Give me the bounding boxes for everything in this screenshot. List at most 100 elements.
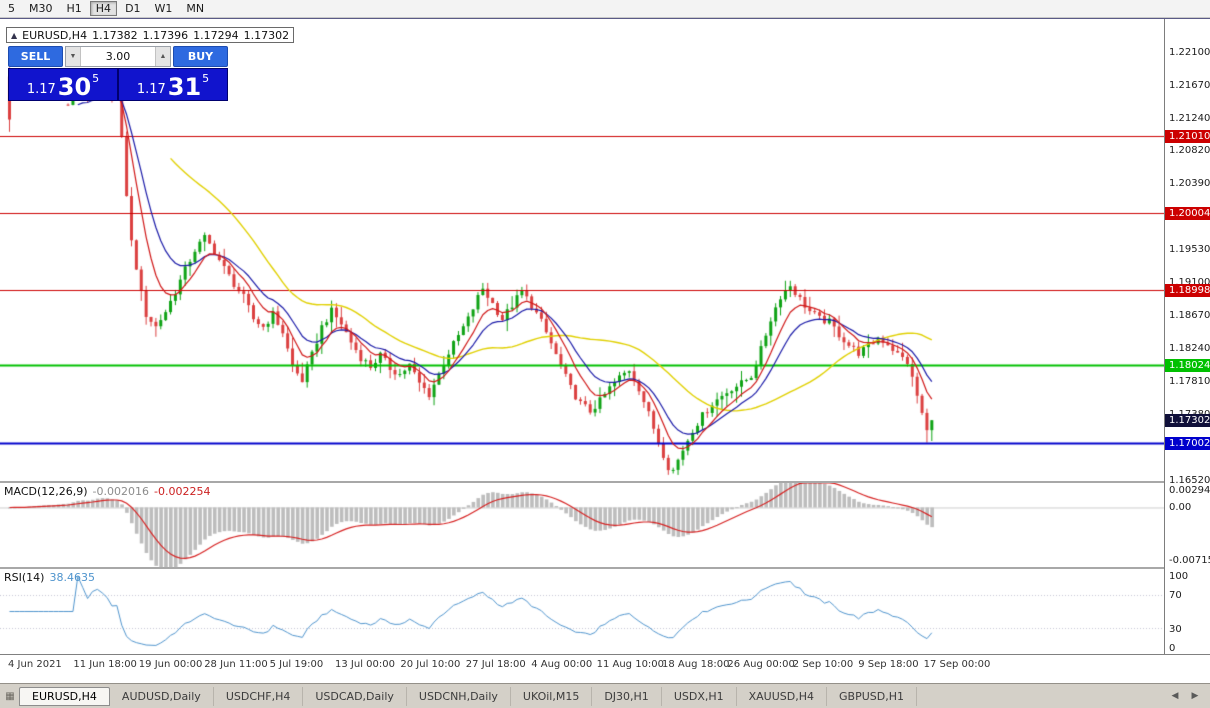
rsi-value: 38.4635 (49, 571, 95, 584)
ask-price-tile[interactable]: 1.17 31 5 (119, 69, 227, 100)
volume-spinner: ▼ 3.00 ▲ (65, 46, 171, 67)
time-axis-label: 4 Aug 00:00 (531, 659, 593, 670)
time-axis-label: 26 Aug 00:00 (727, 659, 795, 670)
chart-tab-dj30[interactable]: DJ30,H1 (592, 686, 662, 706)
ask-price-prefix: 1.17 (136, 82, 166, 98)
chart-tab-eurusd[interactable]: EURUSD,H4 (19, 686, 110, 706)
time-axis-label: 5 Jul 19:00 (269, 659, 324, 670)
price-tick: 1.18670 (1169, 310, 1210, 322)
price-tick: 1.18240 (1169, 343, 1210, 355)
pane-divider[interactable] (0, 481, 1210, 483)
chart-tab-usdchf[interactable]: USDCHF,H4 (214, 686, 304, 706)
price-tick: 1.19530 (1169, 244, 1210, 256)
level-price-label: 1.18998 (1165, 284, 1210, 298)
time-axis-label: 19 Jun 00:00 (138, 659, 203, 670)
price-tick: 1.22100 (1169, 47, 1210, 58)
chart-tab-ukoil[interactable]: UKOil,M15 (511, 686, 593, 706)
price-axis[interactable]: 1.221001.216701.212401.208201.203901.199… (1164, 19, 1210, 654)
level-price-label: 1.21010 (1165, 129, 1210, 143)
one-click-trading-panel: SELL ▼ 3.00 ▲ BUY 1.17 30 5 1.17 31 5 (8, 46, 228, 101)
rsi-pane: RSI(14) 38.4635 (0, 569, 1164, 654)
macd-name: MACD(12,26,9) (4, 485, 88, 498)
time-axis-label: 28 Jun 11:00 (204, 659, 268, 670)
chart-tab-usdcnh[interactable]: USDCNH,Daily (407, 686, 511, 706)
macd-value-signal: -0.002254 (154, 485, 211, 498)
volume-decrease-button[interactable]: ▼ (66, 47, 81, 66)
chart-tab-gbpusd[interactable]: GBPUSD,H1 (827, 686, 917, 706)
ohlc-low: 1.17294 (193, 28, 239, 42)
tab-scroll-right-icon[interactable]: ▶ (1191, 691, 1199, 701)
tabs-holder: EURUSD,H4 AUDUSD,Daily USDCHF,H4 USDCAD,Dai… (19, 686, 917, 706)
rsi-axis-label: 100 (1169, 571, 1189, 582)
price-tick: 1.17810 (1169, 376, 1210, 388)
rsi-axis-label: 0 (1169, 643, 1176, 654)
pane-divider[interactable] (0, 567, 1210, 569)
price-tick: 1.19100 (1169, 277, 1210, 289)
bid-price-prefix: 1.17 (26, 82, 56, 98)
rsi-axis-label: 30 (1169, 623, 1182, 635)
macd-label: MACD(12,26,9) -0.002016 -0.002254 (4, 485, 210, 498)
macd-pane: MACD(12,26,9) -0.002016 -0.002254 (0, 483, 1164, 567)
time-axis-label: 4 Jun 2021 (8, 659, 62, 670)
bid-price-big: 30 (57, 72, 92, 101)
bid-price-tile[interactable]: 1.17 30 5 (9, 69, 117, 100)
chart-tab-xauusd[interactable]: XAUUSD,H4 (737, 686, 828, 706)
chart-tab-bar: ▦ EURUSD,H4 AUDUSD,Daily USDCHF,H4 USDCAD,D… (0, 683, 1210, 708)
timeframe-button-m30[interactable]: M30 (29, 2, 53, 15)
timeframe-button-5[interactable]: 5 (8, 2, 15, 15)
time-axis-label: 11 Aug 10:00 (596, 659, 665, 670)
volume-increase-button[interactable]: ▲ (155, 47, 170, 66)
rsi-label: RSI(14) 38.4635 (4, 571, 95, 584)
chart-title-box: ▲ EURUSD,H4 1.17382 1.17396 1.17294 1.17… (6, 27, 295, 43)
ohlc-open: 1.17382 (92, 28, 138, 42)
price-tick: 1.21240 (1169, 113, 1210, 124)
time-axis-label: 9 Sep 18:00 (858, 659, 919, 670)
chart-tab-usdcad[interactable]: USDCAD,Daily (303, 686, 407, 706)
time-axis-border (0, 654, 1210, 655)
rsi-name: RSI(14) (4, 571, 45, 584)
time-axis-label: 13 Jul 00:00 (335, 659, 395, 670)
chart-tab-usdx[interactable]: USDX,H1 (662, 686, 737, 706)
timeframe-button-h4[interactable]: H4 (89, 1, 118, 16)
macd-axis-label: -0.00715 (1169, 555, 1210, 566)
time-axis-label: 27 Jul 18:00 (465, 659, 526, 670)
chart-tab-audusd[interactable]: AUDUSD,Daily (110, 686, 214, 706)
time-axis: 4 Jun 2021 11 Jun 18:00 19 Jun 00:00 28 Jun… (0, 655, 1210, 683)
price-tick: 1.20390 (1169, 178, 1210, 190)
trend-arrow-icon: ▲ (11, 30, 18, 40)
volume-input[interactable]: 3.00 (105, 50, 131, 63)
macd-canvas[interactable] (0, 483, 1164, 567)
timeframe-button-mn[interactable]: MN (186, 2, 205, 15)
macd-axis-label: 0.00294 (1169, 485, 1210, 496)
buy-button[interactable]: BUY (173, 46, 228, 67)
macd-value-main: -0.002016 (92, 485, 150, 498)
level-price-label: 1.18024 (1165, 358, 1210, 372)
tab-scroll-arrows: ◀ ▶ (1167, 688, 1207, 704)
chart-window-border (0, 18, 1210, 19)
timeframe-button-h1[interactable]: H1 (66, 2, 82, 15)
ohlc-close: 1.17302 (243, 28, 290, 42)
price-chart-pane: ▲ EURUSD,H4 1.17382 1.17396 1.17294 1.17… (0, 19, 1164, 481)
sell-button[interactable]: SELL (8, 46, 63, 67)
current-price-label: 1.17302 (1165, 414, 1210, 428)
ask-price-big: 31 (167, 72, 202, 101)
time-axis-label: 11 Jun 18:00 (73, 659, 137, 670)
time-axis-label: 20 Jul 10:00 (400, 659, 461, 670)
time-axis-label: 17 Sep 00:00 (923, 659, 991, 670)
price-tick: 1.16520 (1169, 475, 1210, 487)
ask-price-sup: 5 (202, 72, 210, 85)
timeframe-button-w1[interactable]: W1 (154, 2, 173, 15)
level-price-label: 1.20004 (1165, 206, 1210, 220)
price-tick: 1.21670 (1169, 80, 1210, 91)
tab-scroll-left-icon[interactable]: ◀ (1171, 691, 1179, 701)
macd-axis-label: 0.00 (1169, 502, 1192, 514)
rsi-canvas[interactable] (0, 569, 1164, 654)
charts-bar-icon: ▦ (5, 690, 15, 702)
time-axis-label: 2 Sep 10:00 (792, 659, 854, 670)
timeframe-toolbar: 5 M30 H1 H4 D1 W1 MN (0, 0, 1210, 18)
ohlc-high: 1.17396 (142, 28, 189, 42)
chart-symbol-label: EURUSD,H4 (22, 28, 88, 42)
price-tick: 1.20820 (1169, 145, 1210, 157)
timeframe-button-d1[interactable]: D1 (125, 2, 141, 15)
